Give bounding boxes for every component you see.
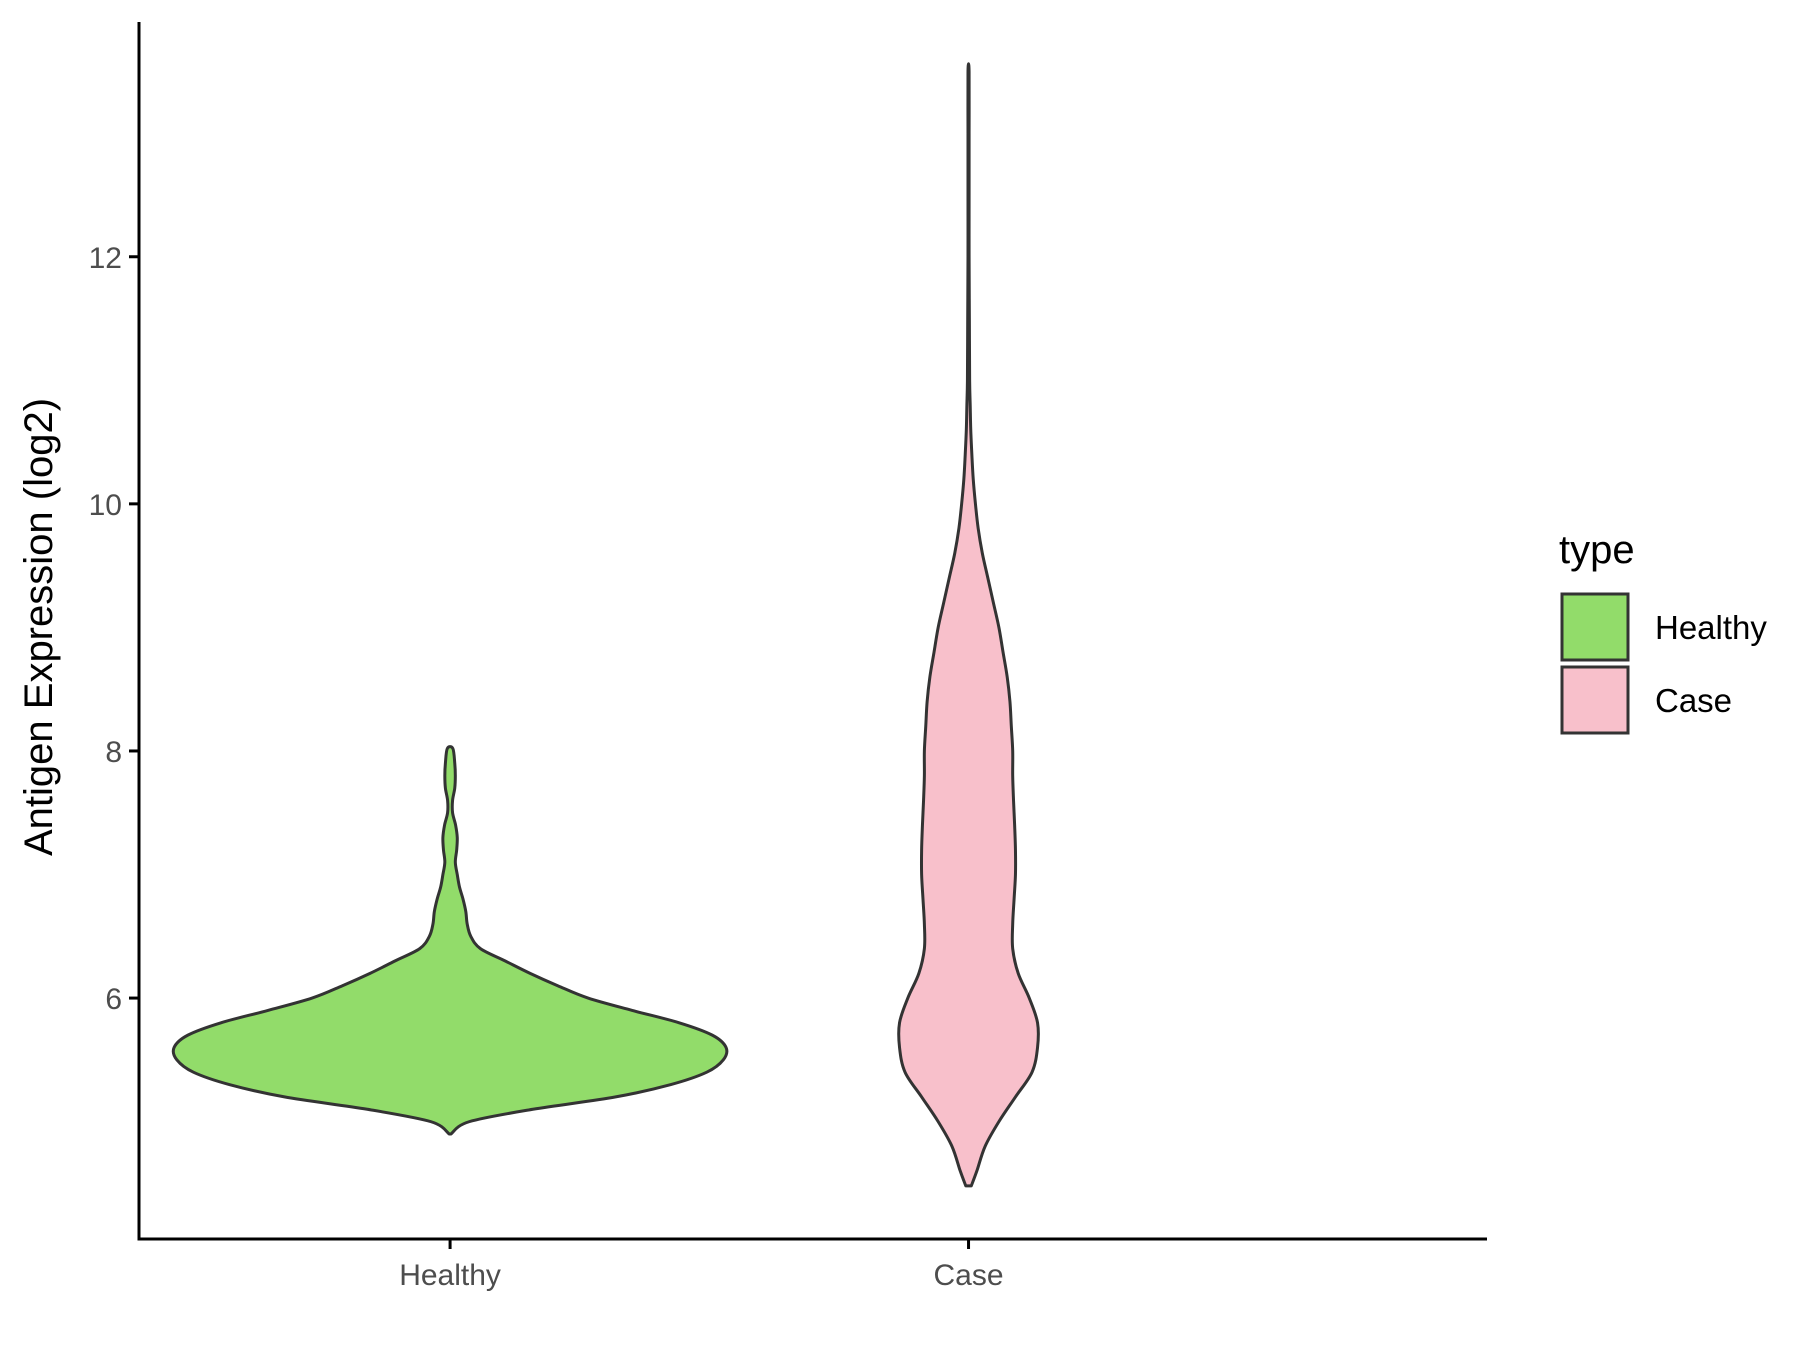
legend-key-case: [1560, 665, 1630, 735]
x-ticks: Healthy Case: [399, 1239, 1004, 1292]
y-ticks: 6 8 10 12: [89, 242, 139, 1016]
legend-key-healthy: [1560, 592, 1630, 662]
legend-label-case: Case: [1655, 682, 1732, 719]
y-axis-title: Antigen Expression (log2): [17, 398, 61, 856]
x-tick-label: Healthy: [399, 1259, 501, 1292]
y-tick-label: 12: [89, 242, 122, 275]
legend-items: Healthy Case: [1560, 592, 1767, 735]
legend-label-healthy: Healthy: [1655, 609, 1767, 646]
y-tick-label: 6: [105, 983, 122, 1016]
legend-title: type: [1559, 528, 1635, 572]
violin-healthy: [171, 745, 729, 1136]
violin-case: [897, 62, 1040, 1188]
legend: type Healthy Case: [1559, 528, 1767, 735]
y-tick-label: 8: [105, 736, 122, 769]
violin-layer: [171, 62, 1040, 1188]
axes-layer: [137, 22, 1487, 1241]
y-tick-label: 10: [89, 489, 122, 522]
x-tick-label: Case: [934, 1259, 1004, 1292]
